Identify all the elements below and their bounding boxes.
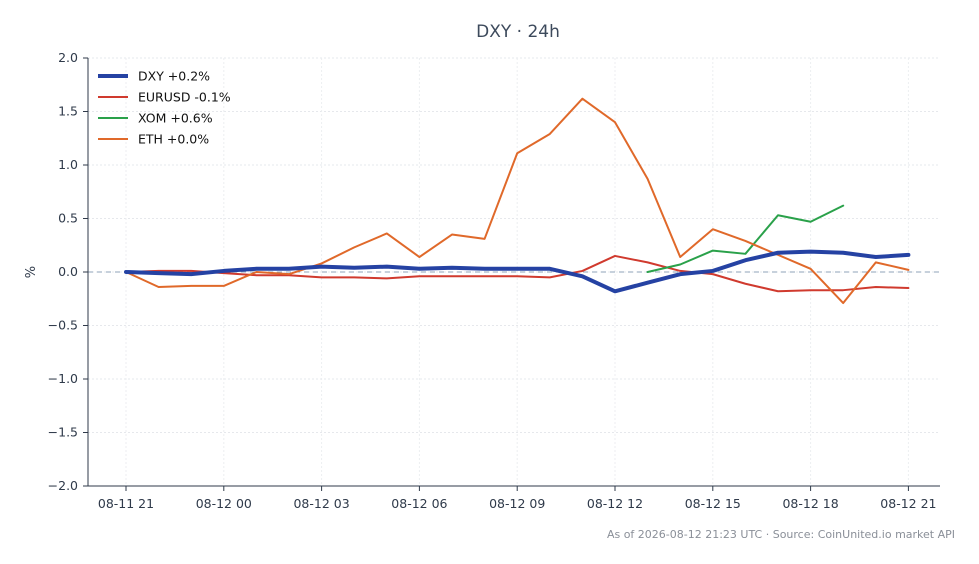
x-ticks: 08-11 21 08-12 00 08-12 03 08-12 06 08-12 09… [98, 486, 937, 511]
y-tick-label: −0.5 [48, 318, 78, 333]
chart-title: DXY · 24h [476, 22, 560, 42]
footer-source: As of 2026-08-12 21:23 UTC · Source: Coi… [607, 528, 955, 541]
series-line-dxy [124, 249, 911, 294]
series-layer [124, 97, 911, 305]
y-tick-label: −2.0 [48, 478, 78, 493]
x-tick-label: 08-11 21 [98, 496, 154, 511]
series-line-eth [125, 97, 910, 305]
legend-label: ETH +0.0% [138, 132, 209, 147]
x-tick-label: 08-12 06 [391, 496, 447, 511]
series-line-eurusd [125, 254, 910, 293]
y-tick-label: −1.0 [48, 371, 78, 386]
y-tick-label: 2.0 [58, 50, 78, 65]
y-tick-label: 0.0 [58, 264, 78, 279]
y-tick-label: 1.5 [58, 104, 78, 119]
y-tick-label: −1.5 [48, 425, 78, 440]
x-tick-label: 08-12 12 [587, 496, 643, 511]
y-tick-label: 1.0 [58, 157, 78, 172]
legend-label: DXY +0.2% [138, 69, 210, 84]
x-tick-label: 08-12 09 [489, 496, 545, 511]
x-tick-label: 08-12 15 [685, 496, 741, 511]
y-ticks: 2.0 1.5 1.0 0.5 0.0 −0.5 −1.0 −1.5 −2.0 [48, 50, 88, 493]
legend-label: EURUSD -0.1% [138, 90, 231, 105]
x-tick-label: 08-12 21 [880, 496, 936, 511]
y-tick-label: 0.5 [58, 211, 78, 226]
legend-label: XOM +0.6% [138, 111, 213, 126]
x-tick-label: 08-12 18 [782, 496, 838, 511]
legend: DXY +0.2% EURUSD -0.1% XOM +0.6% ETH +0.0% [98, 69, 231, 147]
y-axis-label: % [24, 266, 39, 278]
series-line-xom [646, 204, 845, 273]
x-tick-label: 08-12 03 [293, 496, 349, 511]
x-tick-label: 08-12 00 [196, 496, 252, 511]
